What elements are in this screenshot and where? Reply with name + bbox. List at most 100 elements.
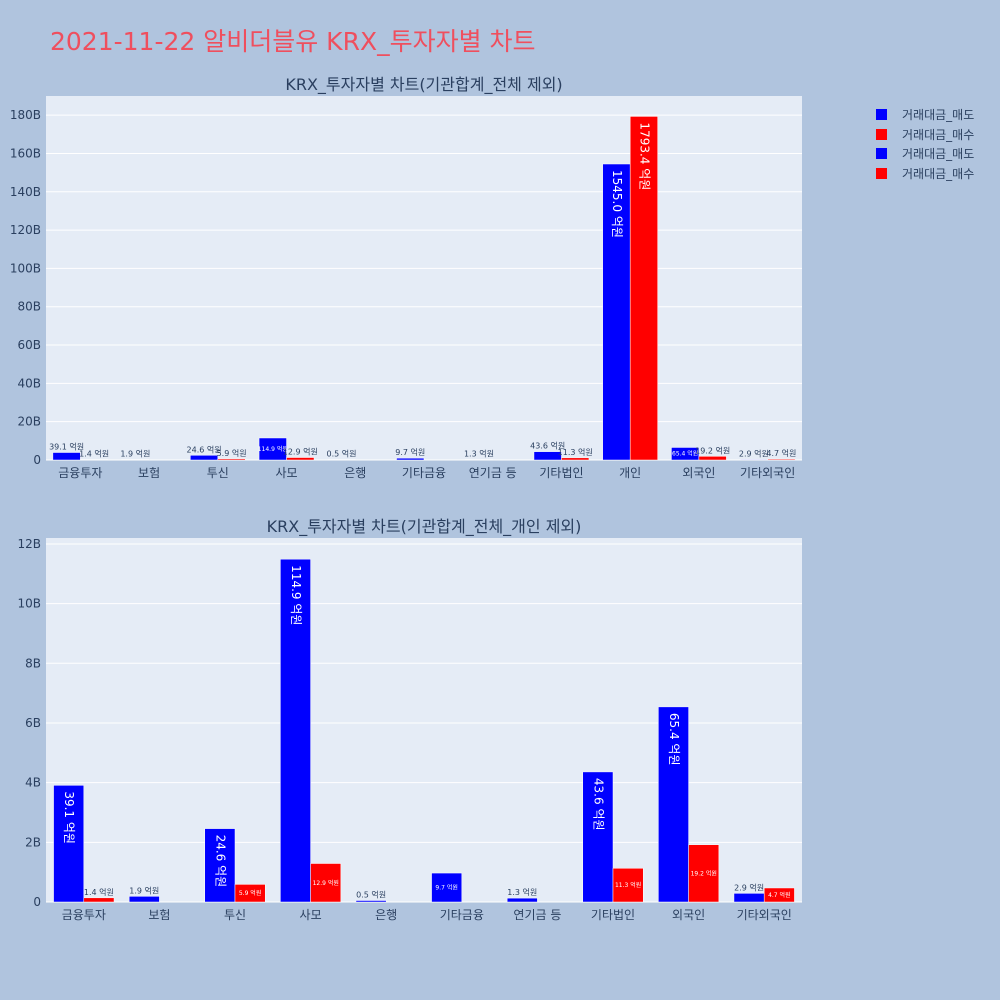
bar-sell[interactable] <box>280 558 311 903</box>
bar-buy[interactable] <box>698 456 727 461</box>
legend-swatch-blue <box>876 148 887 160</box>
bar-value-label: 114.9 억원 <box>258 445 288 453</box>
x-tick-label: 은행 <box>375 907 397 922</box>
bar-value-label: 0.5 억원 <box>327 449 357 459</box>
x-tick-label: 보험 <box>138 466 160 480</box>
y-tick-label: 80B <box>17 300 41 314</box>
y-tick-label: 0 <box>33 453 41 467</box>
legend[interactable]: 거래대금_매도 거래대금_매수 거래대금_매도 거래대금_매수 <box>876 105 974 183</box>
bar-sell[interactable] <box>355 900 387 903</box>
legend-label: 거래대금_매수 <box>902 127 975 142</box>
y-tick-label: 140B <box>10 185 41 199</box>
bar-buy[interactable] <box>629 116 658 461</box>
y-tick-label: 100B <box>10 261 41 275</box>
bar-sell[interactable] <box>671 447 700 461</box>
chart-bottom: KRX_투자자별 차트(기관합계_전체_개인 제외) 0 2B 4B 6B 8B 10B 12… <box>17 517 802 922</box>
y-tick-label: 40B <box>17 376 41 390</box>
bar-buy[interactable] <box>234 884 266 903</box>
bar-sell[interactable] <box>53 785 85 903</box>
x-tick-label: 기타외국인 <box>737 908 792 922</box>
legend-swatch-red <box>876 128 887 140</box>
bar-buy[interactable] <box>310 863 342 903</box>
bar-value-label: 9.7 억원 <box>395 447 425 457</box>
bar-value-label: 0.5 억원 <box>356 890 386 900</box>
bar-value-label: 5.9 억원 <box>217 448 247 458</box>
legend-swatch-blue <box>876 109 887 121</box>
x-tick-label: 기타금융 <box>440 908 484 922</box>
bar-sell[interactable] <box>190 455 219 461</box>
bar-value-label: 1.4 억원 <box>84 887 114 897</box>
bar-value-label: 1.3 억원 <box>507 887 537 897</box>
bar-value-label: 4.7 억원 <box>766 448 796 458</box>
bar-value-label: 1793.4 억원 <box>637 122 651 190</box>
bar-sell[interactable] <box>396 457 425 461</box>
x-tick-label: 금융투자 <box>58 466 102 480</box>
y-tick-label: 0 <box>33 895 41 909</box>
bar-value-label: 114.9 억원 <box>289 565 303 625</box>
x-tick-label: 금융투자 <box>62 908 106 922</box>
y-tick-label: 60B <box>17 338 41 352</box>
legend-item-sell-1[interactable]: 거래대금_매도 <box>876 105 974 125</box>
x-tick-label: 은행 <box>344 465 366 480</box>
bar-value-label: 43.6 억원 <box>530 441 565 451</box>
bar-sell[interactable] <box>533 451 562 461</box>
x-tick-label: 연기금 등 <box>513 908 561 922</box>
bar-buy[interactable] <box>561 457 590 461</box>
x-tick-label: 기타법인 <box>591 908 635 922</box>
x-tick-label: 연기금 등 <box>469 466 517 480</box>
bar-sell[interactable] <box>431 872 463 903</box>
bar-sell[interactable] <box>52 452 81 461</box>
y-tick-label: 4B <box>25 776 41 790</box>
bar-sell[interactable] <box>327 459 356 461</box>
y-tick-label: 6B <box>25 716 41 730</box>
chart-title: KRX_투자자별 차트(기관합계_전체_개인 제외) <box>267 517 582 537</box>
bar-sell[interactable] <box>582 771 614 903</box>
bar-value-label: 65.4 억원 <box>667 713 681 766</box>
bar-value-label: 1.9 억원 <box>120 449 150 459</box>
bar-value-label: 39.1 억원 <box>62 791 76 844</box>
legend-item-sell-2[interactable]: 거래대금_매도 <box>876 144 974 164</box>
bar-value-label: 1.3 억원 <box>464 449 494 459</box>
bar-sell[interactable] <box>204 828 236 903</box>
bar-value-label: 24.6 억원 <box>213 835 227 888</box>
x-tick-label: 외국인 <box>672 908 705 922</box>
x-tick-label: 기타법인 <box>539 466 583 480</box>
bar-value-label: 1545.0 억원 <box>610 170 624 238</box>
bar-sell[interactable] <box>258 437 287 461</box>
bar-sell[interactable] <box>506 897 538 903</box>
bar-sell[interactable] <box>658 706 689 903</box>
bar-value-label: 1.4 억원 <box>79 449 109 459</box>
legend-item-buy-1[interactable]: 거래대금_매수 <box>876 125 974 145</box>
bar-sell[interactable] <box>121 459 150 461</box>
bar-value-label: 43.6 억원 <box>591 778 605 831</box>
bar-value-label: 4.7 억원 <box>768 891 791 899</box>
x-tick-label: 사모 <box>275 466 297 480</box>
bar-buy[interactable] <box>763 887 795 903</box>
bar-buy[interactable] <box>286 457 315 461</box>
bar-sell[interactable] <box>733 893 765 903</box>
x-tick-label: 기타외국인 <box>740 466 795 480</box>
y-tick-label: 8B <box>25 656 41 670</box>
bar-value-label: 1.9 억원 <box>129 885 159 895</box>
bar-sell[interactable] <box>602 163 631 461</box>
bar-buy[interactable] <box>217 458 246 461</box>
bar-value-label: 12.9 억원 <box>283 447 318 457</box>
x-tick-label: 투신 <box>207 466 229 480</box>
bar-buy[interactable] <box>83 897 115 903</box>
bar-buy[interactable] <box>612 868 644 903</box>
legend-swatch-red <box>876 167 887 179</box>
x-tick-label: 보험 <box>148 908 170 922</box>
bar-buy[interactable] <box>80 459 109 461</box>
bar-value-label: 19.2 억원 <box>691 869 717 877</box>
bar-value-label: 12.9 억원 <box>313 879 339 887</box>
y-tick-label: 12B <box>17 537 41 551</box>
legend-item-buy-2[interactable]: 거래대금_매수 <box>876 164 974 184</box>
bar-sell[interactable] <box>739 459 768 461</box>
bar-sell[interactable] <box>464 459 493 461</box>
bar-buy[interactable] <box>688 844 720 903</box>
x-tick-label: 기타금융 <box>402 466 446 480</box>
bar-sell[interactable] <box>128 896 160 903</box>
bar-buy[interactable] <box>767 458 796 461</box>
legend-label: 거래대금_매도 <box>902 147 975 162</box>
x-tick-label: 투신 <box>224 908 246 922</box>
